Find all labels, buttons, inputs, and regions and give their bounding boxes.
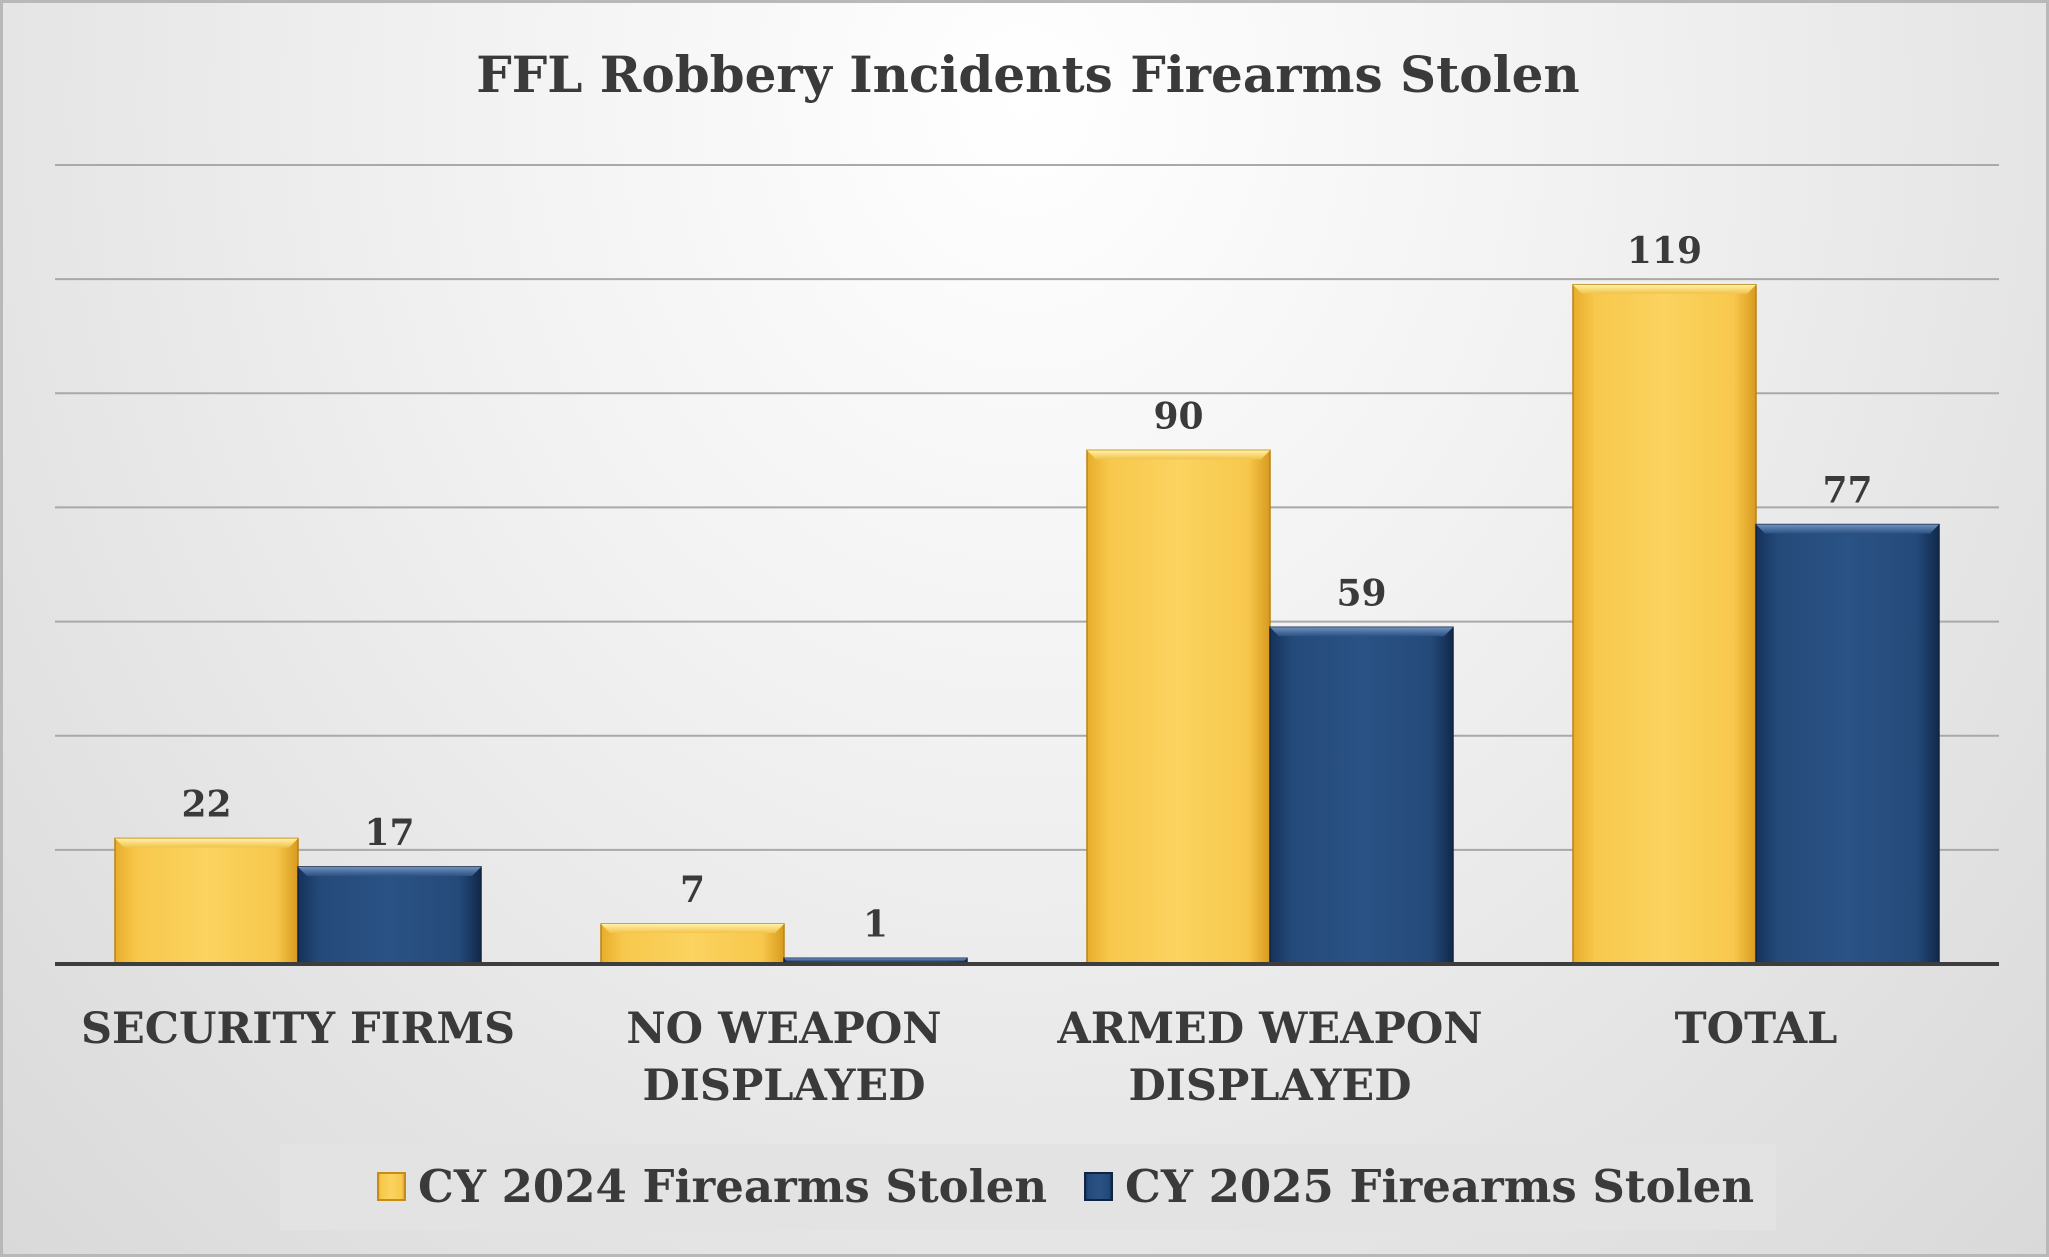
x-axis-labels: SECURITY FIRMS NO WEAPON DISPLAYED ARMED WE… (81, 1004, 1837, 1111)
data-label-2025-2: 59 (1336, 572, 1386, 614)
x-axis-label-1-line-1: DISPLAYED (642, 1061, 925, 1111)
x-axis-label-1-line-0: NO WEAPON (626, 1004, 941, 1054)
gridlines (55, 164, 1999, 851)
legend: CY 2024 Firearms Stolen CY 2025 Firearms… (280, 1144, 1776, 1230)
legend-swatch-2024 (377, 1172, 406, 1201)
bar-2025-0 (297, 866, 482, 965)
bars (114, 284, 1940, 965)
bar-2024-1 (600, 923, 785, 965)
data-label-2025-3: 77 (1822, 470, 1872, 512)
chart-canvas: FFL Robbery Incidents Firearms Stolen 22… (55, 45, 1999, 1230)
data-label-2024-2: 90 (1153, 395, 1203, 437)
data-label-2024-1: 7 (680, 869, 705, 911)
legend-swatch-2025 (1084, 1172, 1113, 1201)
data-labels: 22 17 7 1 90 59 119 77 (181, 230, 1872, 945)
legend-background (280, 1144, 1776, 1230)
data-label-2025-0: 17 (364, 812, 414, 854)
data-label-2024-3: 119 (1627, 230, 1702, 272)
x-axis-label-3-line-0: TOTAL (1675, 1004, 1838, 1054)
x-axis-label-0-line-0: SECURITY FIRMS (81, 1004, 515, 1054)
x-axis-label-2-line-1: DISPLAYED (1128, 1061, 1411, 1111)
bar-2025-2 (1269, 626, 1454, 965)
legend-label-2024: CY 2024 Firearms Stolen (418, 1160, 1047, 1213)
data-label-2025-1: 1 (863, 903, 888, 945)
bar-2024-2 (1086, 449, 1271, 965)
x-axis-label-2-line-0: ARMED WEAPON (1056, 1004, 1482, 1054)
bar-2024-0 (114, 837, 299, 965)
bar-2025-3 (1755, 523, 1940, 965)
legend-label-2025: CY 2025 Firearms Stolen (1125, 1160, 1754, 1213)
bar-2024-3 (1572, 284, 1757, 965)
data-label-2024-0: 22 (181, 783, 231, 825)
chart-title: FFL Robbery Incidents Firearms Stolen (476, 45, 1580, 104)
